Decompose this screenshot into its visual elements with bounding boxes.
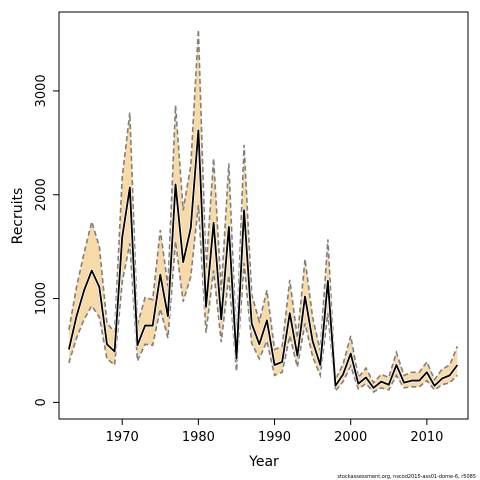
y-tick-label-0: 0 [34, 398, 49, 406]
x-axis-title: Year [248, 454, 279, 470]
x-tick-label-1990: 1990 [258, 430, 291, 445]
y-tick-label-1000: 1000 [34, 282, 49, 315]
axes-layer: 1970 1980 1990 2000 2010 0 1000 2000 3000 [34, 74, 443, 445]
x-tick-label-2000: 2000 [334, 430, 367, 445]
plot-frame [58, 11, 469, 420]
y-axis-title: Recruits [10, 188, 26, 245]
estimate-line [68, 129, 459, 389]
y-tick-label-3000: 3000 [34, 74, 49, 107]
x-tick-label-1970: 1970 [106, 430, 139, 445]
lower-bound-line [68, 205, 458, 394]
x-tick-label-2010: 2010 [410, 430, 443, 445]
plot-layer [67, 29, 459, 394]
x-tick-label-1980: 1980 [182, 430, 215, 445]
y-tick-label-2000: 2000 [34, 178, 49, 211]
upper-bound-line [68, 29, 459, 385]
source-note: stockassessment.org, nscod2015-ass01-dom… [337, 474, 476, 480]
